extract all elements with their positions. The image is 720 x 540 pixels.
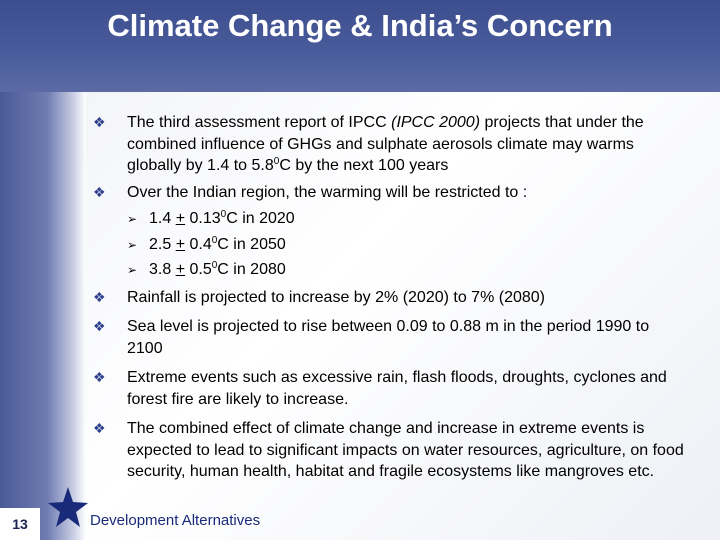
bullet-text: The combined effect of climate change an… [127,420,684,480]
header-band [0,0,720,92]
bullet-text: Rainfall is projected to increase by 2% … [127,289,545,306]
arrow-bullet-icon: ➢ [127,212,138,226]
slide-title: Climate Change & India’s Concern [107,8,613,43]
bullet-text: Over the Indian region, the warming will… [127,184,528,201]
bullet-text: Extreme events such as excessive rain, f… [127,369,667,408]
diamond-bullet-icon: ❖ [93,184,106,200]
diamond-bullet-icon: ❖ [93,318,106,334]
arrow-bullet-icon: ➢ [127,263,138,277]
left-sidebar-band [0,92,86,540]
organization-name: Development Alternatives [90,512,261,529]
content-area [86,92,720,540]
page-number: 13 [0,508,40,540]
diamond-bullet-icon: ❖ [93,114,106,130]
diamond-bullet-icon: ❖ [93,289,106,305]
sub-bullet-item: ➢ 1.4 + 0.130C in 2020 [127,208,295,230]
sub-bullet-item: ➢ 2.5 + 0.40C in 2050 [127,234,286,256]
bullet-text: The third assessment report of IPCC (IPC… [127,114,644,174]
diamond-bullet-icon: ❖ [93,420,106,436]
arrow-bullet-icon: ➢ [127,238,138,252]
diamond-bullet-icon: ❖ [93,369,106,385]
sub-bullet-item: ➢ 3.8 + 0.50C in 2080 [127,259,286,281]
bullet-text: Sea level is projected to rise between 0… [127,318,650,357]
star-icon [48,487,88,527]
